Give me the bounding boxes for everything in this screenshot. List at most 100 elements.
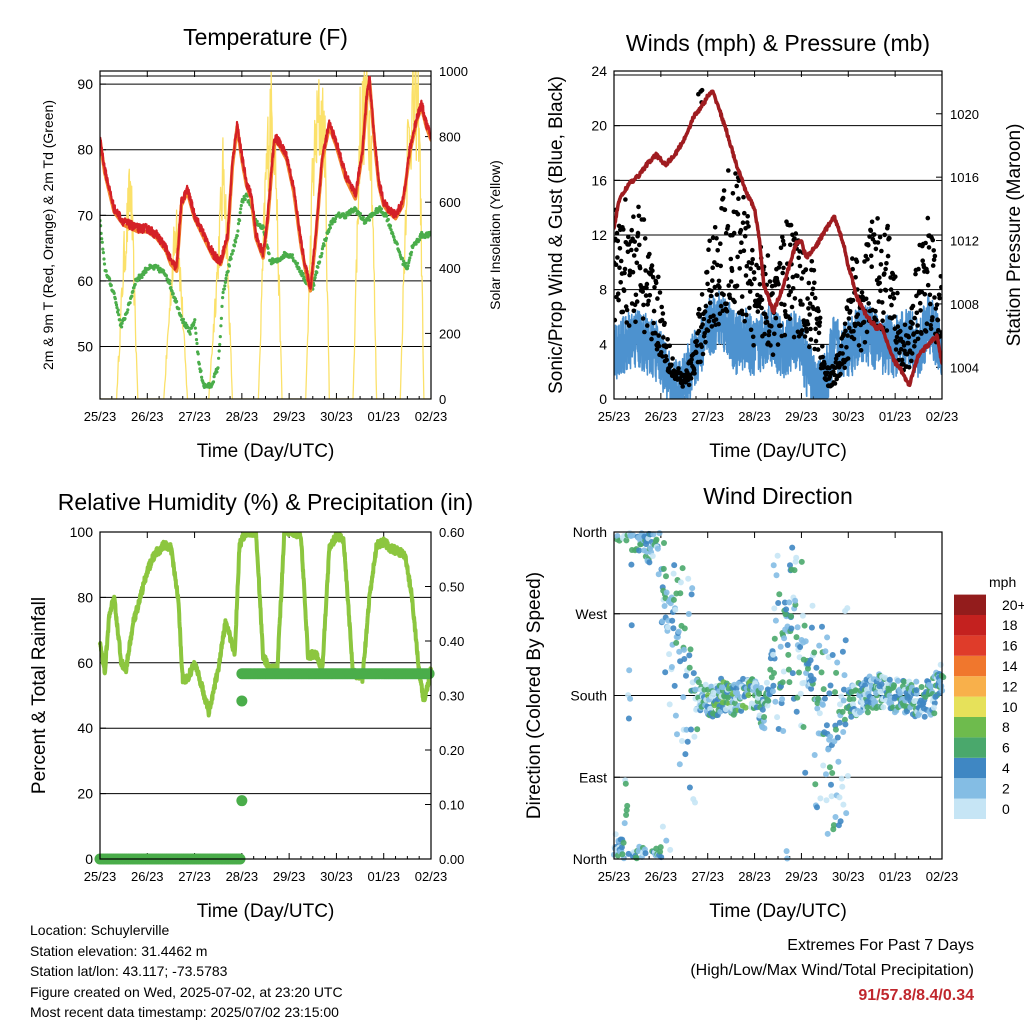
dewpoint-point <box>222 287 226 291</box>
gust-point <box>795 329 801 335</box>
gust-point <box>906 340 911 346</box>
gust-point <box>869 264 874 270</box>
gust-point <box>909 358 914 364</box>
gust-point <box>775 342 781 347</box>
direction-point <box>841 716 848 723</box>
direction-point <box>808 685 815 692</box>
gust-point <box>780 238 786 244</box>
legend-swatch <box>954 757 986 779</box>
gust-point <box>800 302 805 307</box>
direction-point <box>666 651 673 658</box>
direction-point <box>824 634 831 641</box>
latlon-text: Station lat/lon: 43.117; -73.5783 <box>30 963 228 979</box>
dewpoint-point <box>344 216 348 220</box>
dewpoint-point <box>100 237 104 241</box>
direction-point <box>683 672 689 679</box>
gust-point <box>770 352 776 358</box>
direction-point <box>725 694 732 701</box>
direction-point <box>873 690 879 696</box>
gust-point <box>621 227 626 232</box>
direction-point <box>661 603 668 609</box>
gust-point <box>728 279 734 284</box>
gust-point <box>694 338 699 344</box>
gust-point <box>884 261 889 266</box>
gust-point <box>920 258 925 264</box>
gust-point <box>925 215 931 221</box>
gust-point <box>689 357 694 362</box>
direction-point <box>663 589 670 596</box>
dewpoint-point <box>123 317 127 321</box>
gust-point <box>887 236 892 241</box>
direction-point <box>677 590 684 597</box>
gust-point <box>644 281 650 287</box>
dewpoint-point <box>195 341 199 346</box>
gust-point <box>749 281 754 287</box>
gust-point <box>653 330 658 336</box>
direction-point <box>769 688 776 695</box>
gust-point <box>617 246 623 251</box>
gust-point <box>650 268 655 274</box>
direction-point <box>824 830 831 837</box>
direction-point <box>761 714 768 720</box>
gust-point <box>634 247 639 252</box>
direction-point <box>775 600 782 606</box>
dewpoint-point <box>211 380 216 384</box>
dewpoint-point <box>224 276 228 281</box>
direction-point <box>789 544 796 551</box>
solar-line <box>100 71 431 399</box>
dewpoint-point <box>212 375 216 379</box>
y-tick-label: 60 <box>77 273 93 289</box>
gust-point <box>662 320 667 326</box>
dewpoint-point <box>223 280 227 284</box>
gust-point <box>928 323 933 328</box>
direction-point <box>686 652 693 659</box>
gust-point <box>850 297 856 303</box>
gust-point <box>791 334 797 340</box>
y-tick-label: 80 <box>77 142 93 158</box>
gust-point <box>918 308 923 313</box>
direction-point <box>745 692 752 699</box>
direction-point <box>775 726 782 732</box>
legend-label: 20+ <box>1002 597 1024 613</box>
direction-point <box>671 682 678 689</box>
dewpoint-point <box>102 257 106 261</box>
legend-label: 6 <box>1002 740 1010 756</box>
gust-point <box>744 263 750 269</box>
gust-point <box>780 234 785 240</box>
direction-point <box>776 591 783 598</box>
dewpoint-point <box>217 349 221 353</box>
gust-point <box>930 263 936 268</box>
gust-point <box>902 322 908 328</box>
gust-point <box>629 227 634 233</box>
gust-point <box>873 308 878 314</box>
gust-point <box>732 299 737 305</box>
direction-point <box>864 709 871 716</box>
gust-point <box>891 296 897 301</box>
gust-point <box>843 328 848 334</box>
gust-point <box>629 247 634 253</box>
direction-point <box>841 686 847 693</box>
direction-point <box>738 707 745 714</box>
gust-point <box>644 285 649 291</box>
humidity-precip-panel: Relative Humidity (%) & Precipitation (i… <box>29 489 473 922</box>
dewpoint-point <box>408 256 412 260</box>
gust-point <box>865 257 870 262</box>
x-tick-label: 28/23 <box>738 869 771 884</box>
gust-point <box>655 296 660 301</box>
direction-point <box>670 625 677 632</box>
direction-point <box>886 692 893 699</box>
legend-label: 10 <box>1002 699 1018 715</box>
dewpoint-point <box>392 235 396 239</box>
y2-tick-label: 800 <box>439 130 461 145</box>
gust-point <box>932 295 937 300</box>
x-tick-label: 25/23 <box>84 409 117 424</box>
direction-point <box>783 848 790 855</box>
direction-point <box>891 682 897 689</box>
direction-point <box>650 531 657 538</box>
direction-point <box>614 533 621 539</box>
direction-point <box>842 637 849 644</box>
dewpoint-point <box>313 276 317 280</box>
direction-point <box>785 651 792 658</box>
direction-point <box>686 664 693 671</box>
gust-point <box>889 302 894 308</box>
